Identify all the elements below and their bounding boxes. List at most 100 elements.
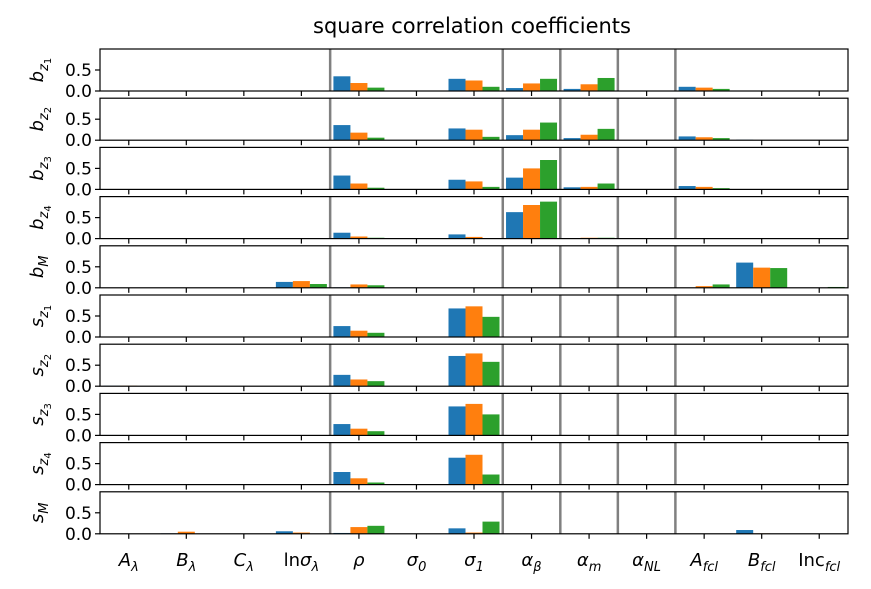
bar	[465, 403, 483, 436]
bar	[465, 80, 483, 91]
x-label-sub: 1	[476, 560, 484, 575]
bar	[563, 138, 581, 141]
y-axis-label: sz2	[27, 354, 54, 377]
x-label-base: ρ	[353, 550, 365, 571]
y-axis-label: sz3	[27, 403, 54, 426]
bar	[333, 125, 351, 141]
bar	[506, 135, 524, 141]
y-tick-label: 0.5	[65, 159, 92, 179]
bar	[695, 87, 713, 91]
y-tick-label: 0.0	[65, 230, 92, 250]
panel-9: 0.00.5 sz4	[27, 442, 849, 496]
y-tick-label: 0.0	[65, 476, 92, 496]
bar	[770, 268, 788, 288]
y-label-subsub: 2	[43, 354, 54, 360]
x-label-base: Inc	[798, 550, 825, 571]
y-tick-label: 0.0	[65, 426, 92, 446]
bar	[448, 308, 466, 337]
bar	[695, 286, 713, 288]
bar	[350, 379, 368, 387]
bar	[482, 414, 500, 436]
bar	[597, 183, 615, 190]
x-category-label: αNL	[632, 550, 661, 575]
bar	[292, 281, 310, 288]
bar	[367, 332, 385, 337]
bar	[448, 234, 466, 239]
x-label-base2: σ	[300, 550, 312, 571]
bar	[712, 284, 730, 288]
y-label-sub: z	[37, 310, 52, 319]
bar	[678, 136, 696, 141]
bar	[580, 134, 598, 141]
x-label-sub: β	[532, 560, 541, 575]
bar	[350, 183, 368, 190]
x-label-sub: λ	[130, 560, 139, 575]
bar	[448, 406, 466, 436]
x-category-label: Afcl	[689, 550, 718, 575]
x-category-label: σ1	[464, 550, 484, 575]
panels: 0.00.5bz10.00.5bz20.00.5bz30.00.5bz40.00…	[27, 48, 849, 575]
bar	[482, 186, 500, 190]
y-axis-label: bM	[27, 255, 52, 278]
bar	[350, 284, 368, 288]
bar	[506, 212, 524, 239]
panel-7: 0.00.5 sz2	[27, 343, 849, 397]
x-label-base: A	[118, 550, 131, 571]
bar	[540, 78, 558, 91]
x-label-sub: fcl	[825, 560, 841, 575]
bar	[580, 186, 598, 190]
bar	[333, 326, 351, 337]
bar	[482, 521, 500, 534]
y-label-subsub: 1	[43, 305, 54, 311]
bar	[465, 454, 483, 485]
panel-8: 0.00.5 sz3	[27, 392, 849, 446]
y-label-subsub: 4	[43, 452, 54, 458]
x-category-label: Bfcl	[748, 550, 776, 575]
bar	[695, 186, 713, 190]
bar	[465, 181, 483, 190]
y-label-sub: M	[37, 255, 52, 266]
y-label-base: b	[27, 71, 48, 82]
x-label-sub: λ	[245, 560, 254, 575]
y-label-base: s	[27, 367, 48, 376]
x-category-label: ρ	[353, 550, 365, 571]
bar	[712, 138, 730, 141]
y-tick-label: 0.5	[65, 455, 92, 475]
y-label-sub: z	[37, 458, 52, 467]
x-category-label: Bλ	[176, 550, 196, 575]
bar	[292, 532, 310, 534]
bar	[523, 129, 541, 141]
bar	[482, 474, 500, 485]
bar	[736, 262, 754, 288]
bar	[712, 88, 730, 91]
bar	[333, 374, 351, 387]
bar	[350, 478, 368, 485]
x-category-label: Cλ	[234, 550, 254, 575]
bar	[465, 129, 483, 141]
chart-title: square correlation coefficients	[313, 14, 631, 38]
y-tick-label: 0.0	[65, 180, 92, 200]
bar	[506, 88, 524, 91]
bar	[367, 431, 385, 436]
x-category-label: αβ	[521, 550, 541, 575]
bar	[523, 168, 541, 190]
y-label-base: b	[27, 169, 48, 180]
x-category-label: Aλ	[118, 550, 139, 575]
y-tick-label: 0.5	[65, 61, 92, 81]
bar	[523, 83, 541, 91]
y-label-sub: z	[37, 63, 52, 72]
y-tick-label: 0.5	[65, 258, 92, 278]
y-label-subsub: 2	[43, 107, 54, 113]
bar	[367, 381, 385, 387]
panel-3: 0.00.5 bz3	[27, 146, 849, 200]
x-label-base: α	[577, 550, 589, 571]
bar	[482, 316, 500, 337]
y-label-subsub: 3	[43, 156, 54, 162]
y-tick-label: 0.5	[65, 307, 92, 327]
x-category-label: αm	[577, 550, 602, 575]
bar	[580, 84, 598, 91]
bar	[333, 76, 351, 91]
y-axis-label: sz4	[27, 452, 54, 475]
bar	[540, 201, 558, 239]
y-tick-label: 0.0	[65, 279, 92, 299]
